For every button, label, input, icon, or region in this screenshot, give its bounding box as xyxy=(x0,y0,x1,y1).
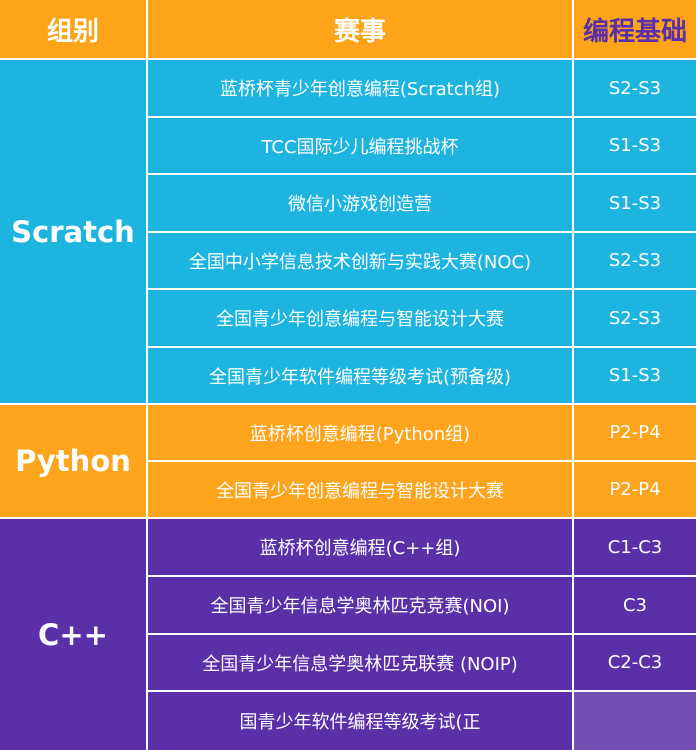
level-cell: C3 xyxy=(574,577,696,633)
event-cell: 蓝桥杯创意编程(Python组) xyxy=(148,405,572,460)
event-cell: TCC国际少儿编程挑战杯 xyxy=(148,118,572,173)
level-cell: C2-C3 xyxy=(574,635,696,690)
event-cell: 微信小游戏创造营 xyxy=(148,175,572,231)
event-cell: 全国青少年创意编程与智能设计大赛 xyxy=(148,462,572,517)
level-cell: S2-S3 xyxy=(574,60,696,116)
group-label-scratch: Scratch xyxy=(0,60,146,403)
header-group: 组别 xyxy=(0,0,146,58)
level-cell: S1-S3 xyxy=(574,348,696,403)
level-cell: S1-S3 xyxy=(574,175,696,231)
level-cell: C1-C3 xyxy=(574,519,696,575)
event-cell: 蓝桥杯青少年创意编程(Scratch组) xyxy=(148,60,572,116)
event-cell: 全国青少年创意编程与智能设计大赛 xyxy=(148,290,572,346)
group-label-cpp: C++ xyxy=(0,519,146,750)
event-cell: 全国青少年软件编程等级考试(预备级) xyxy=(148,348,572,403)
event-cell: 国青少年软件编程等级考试(正 xyxy=(148,692,572,750)
header-level: 编程基础 xyxy=(574,0,696,58)
group-label-python: Python xyxy=(0,405,146,517)
event-cell: 全国青少年信息学奥林匹克联赛 (NOIP) xyxy=(148,635,572,690)
event-cell: 全国中小学信息技术创新与实践大赛(NOC) xyxy=(148,233,572,288)
level-cell: S1-S3 xyxy=(574,118,696,173)
level-cell: P2-P4 xyxy=(574,405,696,460)
level-cell xyxy=(574,692,696,750)
level-cell: S2-S3 xyxy=(574,233,696,288)
header-event: 赛事 xyxy=(148,0,572,58)
level-cell: P2-P4 xyxy=(574,462,696,517)
level-cell: S2-S3 xyxy=(574,290,696,346)
event-cell: 全国青少年信息学奥林匹克竞赛(NOI) xyxy=(148,577,572,633)
event-cell: 蓝桥杯创意编程(C++组) xyxy=(148,519,572,575)
